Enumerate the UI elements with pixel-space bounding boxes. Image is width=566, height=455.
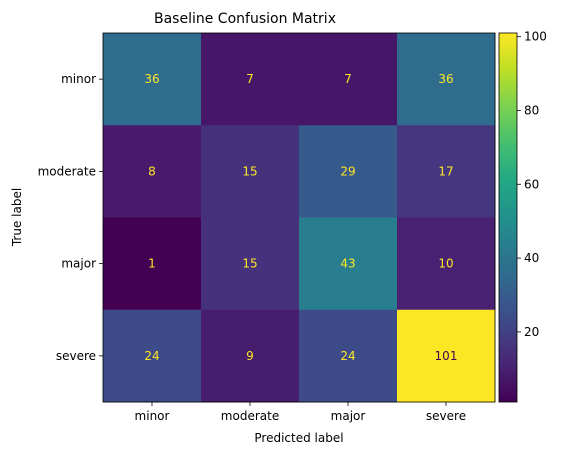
- cell-value: 24: [144, 349, 159, 363]
- x-tick-label: major: [331, 409, 366, 423]
- cell-value: 9: [246, 349, 254, 363]
- y-tick-label: major: [61, 257, 96, 271]
- cell-value: 1: [148, 257, 156, 271]
- y-tick-label: severe: [56, 349, 96, 363]
- colorbar-tick-label: 60: [524, 177, 539, 191]
- cell-value: 29: [340, 164, 355, 178]
- x-tick-label: moderate: [221, 409, 279, 423]
- heatmap-cells: [103, 33, 496, 403]
- cell-value: 10: [438, 257, 453, 271]
- cell-value: 43: [340, 257, 355, 271]
- chart-title: Baseline Confusion Matrix: [154, 11, 336, 27]
- cell-value: 101: [435, 349, 458, 363]
- cell-value: 8: [148, 164, 156, 178]
- cell-value: 36: [144, 72, 159, 86]
- y-tick-label: minor: [61, 72, 96, 86]
- colorbar-ticks: 20 40 60 80 100: [517, 30, 547, 339]
- colorbar-tick-label: 20: [524, 325, 539, 339]
- cell-value: 24: [340, 349, 355, 363]
- colorbar-tick-label: 40: [524, 251, 539, 265]
- cell-value: 7: [344, 72, 352, 86]
- colorbar-tick-label: 80: [524, 103, 539, 117]
- y-axis-ticks: minor moderate major severe: [38, 72, 103, 363]
- x-axis-ticks: minor moderate major severe: [135, 402, 467, 423]
- cell-value: 17: [438, 164, 453, 178]
- cell-value: 7: [246, 72, 254, 86]
- x-axis-label: Predicted label: [254, 431, 343, 445]
- y-axis-label: True label: [10, 188, 24, 247]
- y-tick-label: moderate: [38, 164, 96, 178]
- colorbar: [499, 33, 517, 402]
- x-tick-label: minor: [135, 409, 170, 423]
- cell-value: 15: [242, 164, 257, 178]
- cell-value: 15: [242, 257, 257, 271]
- cell-value: 36: [438, 72, 453, 86]
- colorbar-tick-label: 100: [524, 30, 547, 44]
- x-tick-label: severe: [426, 409, 466, 423]
